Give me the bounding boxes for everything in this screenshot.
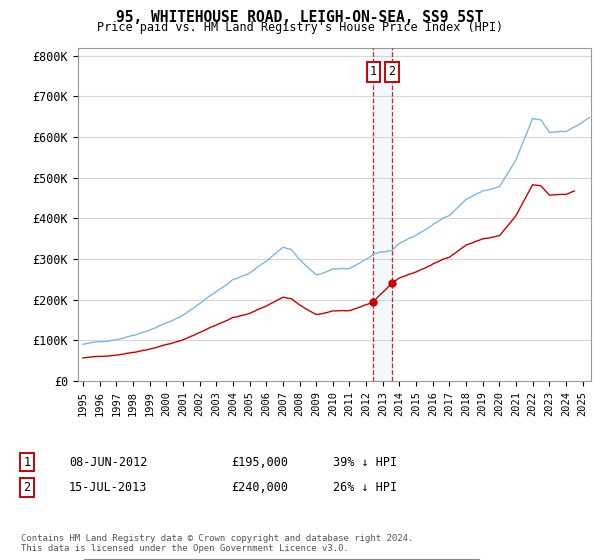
Text: 95, WHITEHOUSE ROAD, LEIGH-ON-SEA, SS9 5ST: 95, WHITEHOUSE ROAD, LEIGH-ON-SEA, SS9 5… [116, 10, 484, 25]
Text: £240,000: £240,000 [231, 480, 288, 494]
Text: 2: 2 [388, 66, 395, 78]
Legend: 95, WHITEHOUSE ROAD, LEIGH-ON-SEA, SS9 5ST (detached house), HPI: Average price,: 95, WHITEHOUSE ROAD, LEIGH-ON-SEA, SS9 5… [83, 559, 480, 560]
Text: 2: 2 [23, 480, 31, 494]
Text: 39% ↓ HPI: 39% ↓ HPI [333, 455, 397, 469]
Text: 15-JUL-2013: 15-JUL-2013 [69, 480, 148, 494]
Text: 1: 1 [370, 66, 377, 78]
Text: £195,000: £195,000 [231, 455, 288, 469]
Text: 08-JUN-2012: 08-JUN-2012 [69, 455, 148, 469]
Bar [373, 48, 392, 381]
Text: Contains HM Land Registry data © Crown copyright and database right 2024.
This d: Contains HM Land Registry data © Crown c… [21, 534, 413, 553]
Text: 26% ↓ HPI: 26% ↓ HPI [333, 480, 397, 494]
Text: 1: 1 [23, 455, 31, 469]
Text: Price paid vs. HM Land Registry's House Price Index (HPI): Price paid vs. HM Land Registry's House … [97, 21, 503, 34]
